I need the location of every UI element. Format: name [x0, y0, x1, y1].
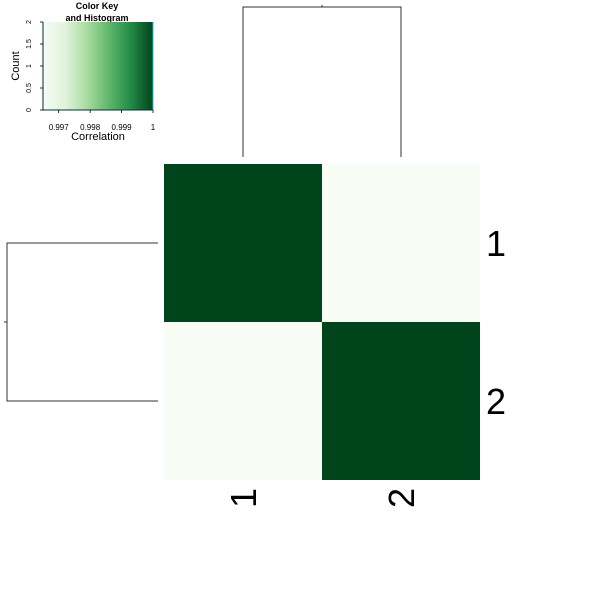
color-key: Color Key and Histogram 0.997 0.998 0.999 1…	[10, 1, 156, 143]
column-label: 1	[223, 488, 264, 508]
column-label: 2	[381, 488, 422, 508]
color-key-x-tick-label: 0.999	[112, 123, 133, 132]
color-key-x-tick-label: 0.998	[80, 123, 101, 132]
color-key-x-tick-label: 0.997	[49, 123, 70, 132]
color-key-y-tick-label: 1	[26, 64, 33, 68]
color-key-x-tick-label: 1	[151, 123, 156, 132]
color-key-y-tick-label: 1.5	[26, 39, 33, 49]
heatmap-cell	[164, 164, 322, 322]
row-dendrogram	[4, 242, 158, 402]
row-dendrogram-branch	[6, 242, 158, 402]
color-key-x-ticks: 0.997 0.998 0.999 1	[49, 110, 156, 132]
row-labels: 12	[486, 223, 506, 422]
row-label: 1	[486, 223, 506, 264]
row-label: 2	[486, 381, 506, 422]
color-key-y-tick-label: 0	[26, 108, 33, 112]
color-key-xlabel: Correlation	[71, 131, 125, 143]
heatmap-cell	[164, 322, 322, 480]
heatmap-cells	[164, 164, 480, 480]
column-dendrogram-branch	[242, 6, 402, 157]
color-key-y-tick-label: 0.5	[26, 83, 33, 93]
color-key-y-ticks: 0 0.5 1 1.5 2	[26, 20, 43, 112]
color-key-title-line2: and Histogram	[65, 13, 128, 23]
column-dendrogram	[242, 5, 402, 157]
color-key-ylabel: Count	[10, 51, 22, 80]
color-key-y-tick-label: 2	[26, 20, 33, 24]
heatmap-cell	[322, 322, 480, 480]
color-key-gradient	[43, 22, 153, 110]
heatmap-cell	[322, 164, 480, 322]
color-key-title-line1: Color Key	[76, 1, 119, 11]
